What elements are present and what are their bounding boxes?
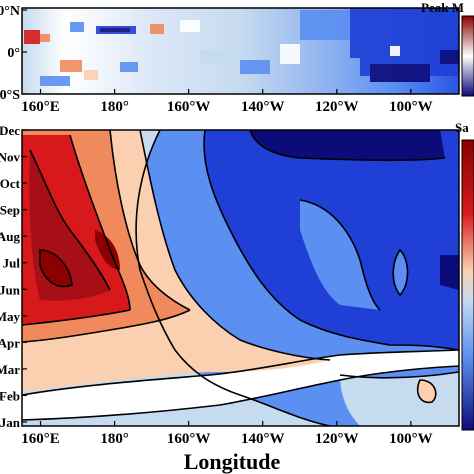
bottom-panel-y-ticks: Jan Feb Mar Apr May Jun Jul Aug Sep Oct Nov Dec bbox=[0, 123, 27, 430]
y-tick-label: 0°N bbox=[0, 4, 20, 19]
x-tick-label: 180° bbox=[100, 99, 129, 115]
x-tick-label: 120°W bbox=[315, 99, 359, 115]
y-tick-label: Sep bbox=[0, 203, 20, 218]
bottom-panel-x-ticks: 160°E 180° 160°W 140°W 120°W 100°W bbox=[21, 421, 433, 447]
y-tick-label: Jan bbox=[0, 415, 21, 430]
y-tick-label: 0° bbox=[7, 46, 20, 61]
y-tick-label: Apr bbox=[0, 335, 20, 350]
y-tick-label: May bbox=[0, 309, 20, 324]
top-panel-x-ticks: 160°E 180° 160°W 140°W 120°W 100°W bbox=[21, 89, 433, 115]
y-tick-label: Oct bbox=[0, 176, 21, 191]
x-tick-label: 160°W bbox=[167, 431, 211, 447]
y-tick-label: Mar bbox=[0, 362, 20, 377]
y-tick-label: Jul bbox=[3, 256, 21, 271]
y-tick-label: 0°S bbox=[0, 88, 20, 103]
y-tick-label: Feb bbox=[0, 388, 20, 403]
y-tick-label: Jun bbox=[0, 282, 21, 297]
bottom-panel-title: Sa bbox=[455, 120, 469, 135]
y-tick-label: Nov bbox=[0, 150, 20, 165]
x-axis-label: Longitude bbox=[184, 449, 281, 474]
bottom-panel-filled-contours bbox=[22, 130, 459, 426]
x-tick-label: 100°W bbox=[389, 431, 433, 447]
bottom-colorbar bbox=[461, 139, 474, 431]
x-tick-label: 120°W bbox=[315, 431, 359, 447]
x-tick-label: 160°E bbox=[21, 431, 60, 447]
y-tick-label: Aug bbox=[0, 229, 20, 244]
top-panel-patches bbox=[24, 8, 459, 86]
top-colorbar bbox=[461, 15, 474, 97]
x-tick-label: 140°W bbox=[241, 99, 285, 115]
x-tick-label: 160°E bbox=[21, 99, 60, 115]
x-tick-label: 140°W bbox=[241, 431, 285, 447]
y-tick-label: Dec bbox=[0, 123, 20, 138]
bottom-panel: Jan Feb Mar Apr May Jun Jul Aug Sep Oct Nov Dec 160… bbox=[0, 120, 474, 474]
bottom-panel-contour-lines bbox=[22, 130, 459, 426]
top-panel-y-ticks: 0°N 0° 0°S bbox=[0, 4, 27, 103]
bottom-panel-frame bbox=[21, 129, 460, 427]
top-panel-title: Peak M bbox=[421, 0, 464, 15]
top-panel: 0°N 0° 0°S 160°E 180° 160°W 140°W 120°W 100°W P… bbox=[0, 0, 474, 115]
x-tick-label: 160°W bbox=[167, 99, 211, 115]
x-tick-label: 100°W bbox=[389, 99, 433, 115]
x-tick-label: 180° bbox=[100, 431, 129, 447]
top-panel-frame bbox=[21, 7, 460, 95]
